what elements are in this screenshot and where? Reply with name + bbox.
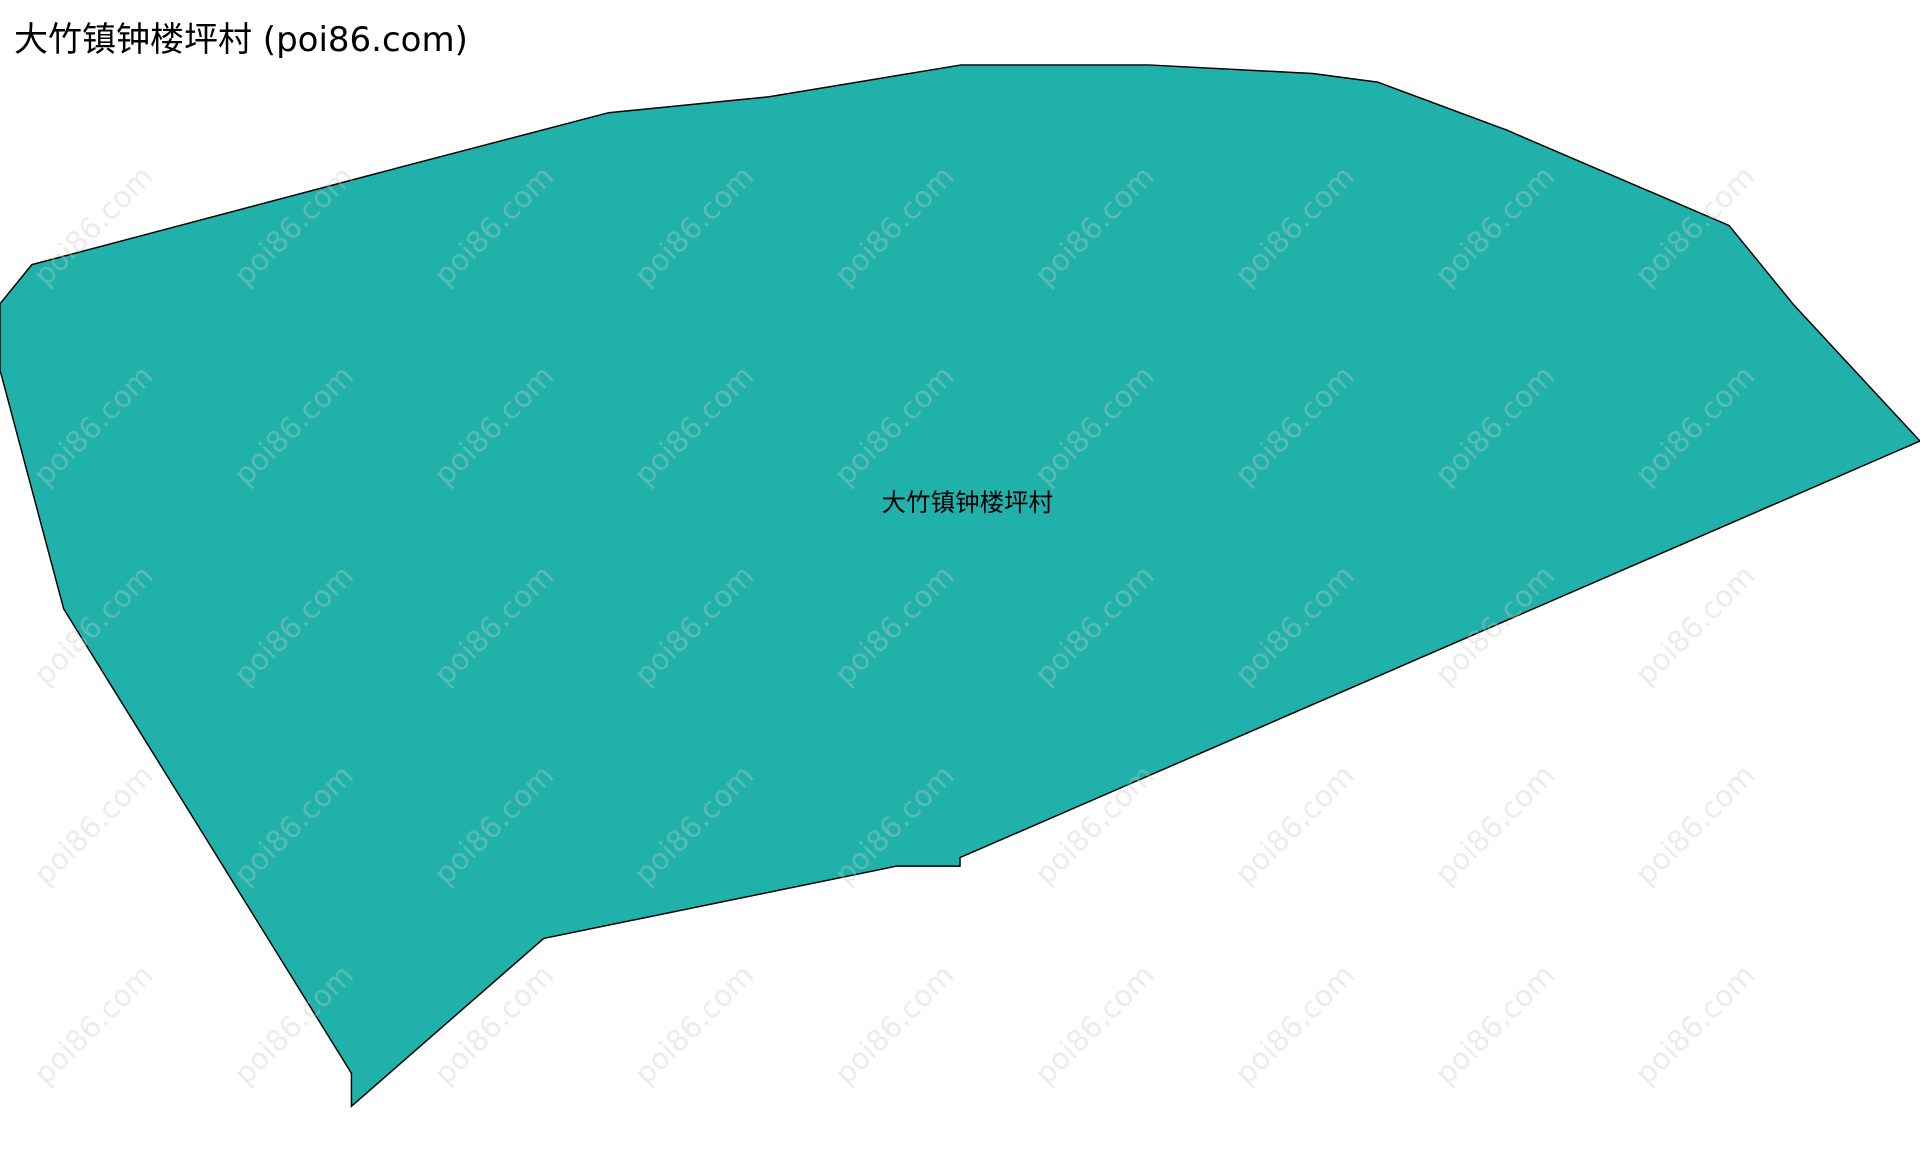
- village-boundary-polygon[interactable]: [0, 64, 1920, 1108]
- watermark-text: poi86.com: [627, 958, 760, 1091]
- watermark-text: poi86.com: [1628, 958, 1761, 1091]
- watermark-text: poi86.com: [828, 958, 961, 1091]
- watermark-text: poi86.com: [1028, 958, 1161, 1091]
- map-title: 大竹镇钟楼坪村 (poi86.com): [14, 20, 468, 60]
- watermark-text: poi86.com: [1628, 559, 1761, 692]
- watermark-text: poi86.com: [1428, 958, 1561, 1091]
- region-label: 大竹镇钟楼坪村: [882, 488, 1053, 517]
- watermark-text: poi86.com: [27, 758, 160, 891]
- watermark-text: poi86.com: [1228, 958, 1361, 1091]
- watermark-text: poi86.com: [27, 958, 160, 1091]
- watermark-text: poi86.com: [1428, 758, 1561, 891]
- watermark-text: poi86.com: [1228, 758, 1361, 891]
- watermark-text: poi86.com: [1628, 758, 1761, 891]
